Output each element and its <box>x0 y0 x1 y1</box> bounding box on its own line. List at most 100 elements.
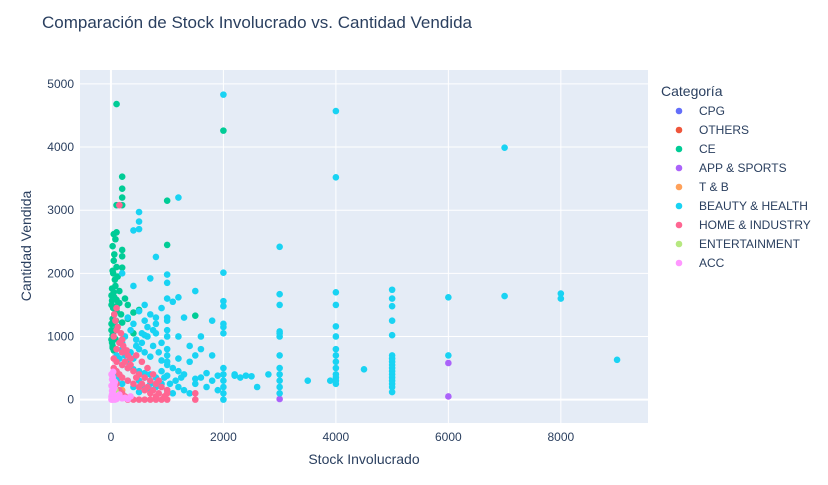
data-point <box>146 275 154 282</box>
data-point <box>332 288 340 296</box>
data-point <box>149 371 157 378</box>
data-point <box>118 246 126 254</box>
data-point <box>197 345 205 353</box>
data-point <box>191 375 199 383</box>
data-point <box>113 345 120 353</box>
data-point <box>110 257 118 265</box>
legend-item[interactable]: BEAUTY & HEALTH <box>675 199 808 213</box>
data-point <box>163 317 171 324</box>
data-point <box>163 326 171 334</box>
data-point <box>130 367 137 375</box>
data-point <box>557 290 565 297</box>
legend-item[interactable]: HOME & INDUSTRY <box>675 218 811 232</box>
legend-label: T & B <box>699 180 729 194</box>
data-point <box>152 330 160 337</box>
data-point <box>276 390 283 397</box>
legend-item[interactable]: OTHERS <box>675 123 749 137</box>
data-point <box>163 352 171 359</box>
data-point <box>191 390 199 397</box>
data-point <box>220 269 227 277</box>
data-point <box>220 396 227 403</box>
data-point <box>132 374 140 381</box>
data-point <box>276 395 283 403</box>
data-point <box>208 352 216 359</box>
data-point <box>163 295 171 302</box>
data-point <box>186 342 193 350</box>
data-point <box>191 396 199 403</box>
x-axis-ticks: 0 2000 4000 6000 8000 <box>108 430 575 444</box>
data-point <box>135 218 143 225</box>
data-point <box>116 201 123 209</box>
data-point <box>388 295 396 302</box>
data-point <box>332 352 340 359</box>
series-acc <box>108 368 134 403</box>
legend-label: CPG <box>699 104 725 118</box>
data-point <box>332 107 340 115</box>
data-point <box>114 323 121 331</box>
data-point <box>127 361 134 369</box>
data-point <box>501 292 508 300</box>
data-point <box>163 241 171 249</box>
data-point <box>248 372 255 380</box>
data-point <box>141 317 148 324</box>
data-point <box>109 368 117 376</box>
data-point <box>276 383 283 391</box>
legend-item[interactable]: ENTERTAINMENT <box>675 237 801 251</box>
data-point <box>203 383 210 391</box>
data-point <box>141 331 148 339</box>
grid-lines <box>80 70 648 423</box>
series-beauty-health <box>110 91 621 403</box>
data-points <box>108 91 621 403</box>
data-point <box>175 383 182 391</box>
data-point <box>116 287 123 295</box>
data-point <box>121 295 129 302</box>
legend-item[interactable]: CE <box>675 142 716 156</box>
data-point <box>141 396 148 403</box>
data-point <box>113 304 120 312</box>
data-point <box>175 194 182 201</box>
legend-item[interactable]: T & B <box>675 180 729 194</box>
data-point <box>117 311 125 318</box>
data-point <box>236 374 244 381</box>
data-point <box>158 339 165 347</box>
data-point <box>111 251 118 258</box>
data-point <box>118 185 126 193</box>
data-point <box>135 208 143 216</box>
data-point <box>130 320 137 328</box>
data-point <box>132 352 140 359</box>
data-point <box>121 358 129 366</box>
data-point <box>332 374 340 381</box>
data-point <box>146 353 154 360</box>
data-point <box>149 386 157 394</box>
y-tick-label: 5000 <box>47 77 74 91</box>
data-point <box>214 372 222 379</box>
data-point <box>388 317 396 324</box>
data-point <box>155 348 163 356</box>
y-tick-label: 1000 <box>47 329 74 343</box>
x-tick-label: 4000 <box>323 430 350 444</box>
legend-marker <box>675 164 683 172</box>
data-point <box>158 396 165 403</box>
data-point <box>158 357 165 364</box>
data-point <box>118 194 126 201</box>
data-point <box>158 383 165 391</box>
data-point <box>191 287 199 295</box>
data-point <box>220 297 227 305</box>
legend-item[interactable]: APP & SPORTS <box>675 161 787 175</box>
data-point <box>191 312 199 319</box>
data-point <box>152 396 160 403</box>
data-point <box>191 352 199 359</box>
x-tick-label: 8000 <box>547 430 574 444</box>
data-point <box>253 383 261 391</box>
x-tick-label: 6000 <box>435 430 462 444</box>
data-point <box>152 320 160 328</box>
data-point <box>208 317 216 324</box>
data-point <box>169 390 177 397</box>
legend-title: Categoría <box>661 83 723 99</box>
legend-item[interactable]: ACC <box>675 256 725 270</box>
legend: Categoría CPG OTHERS CE APP & SPORTS T & B BE… <box>661 83 811 270</box>
data-point <box>186 358 193 366</box>
legend-item[interactable]: CPG <box>675 104 725 118</box>
data-point <box>388 331 396 339</box>
